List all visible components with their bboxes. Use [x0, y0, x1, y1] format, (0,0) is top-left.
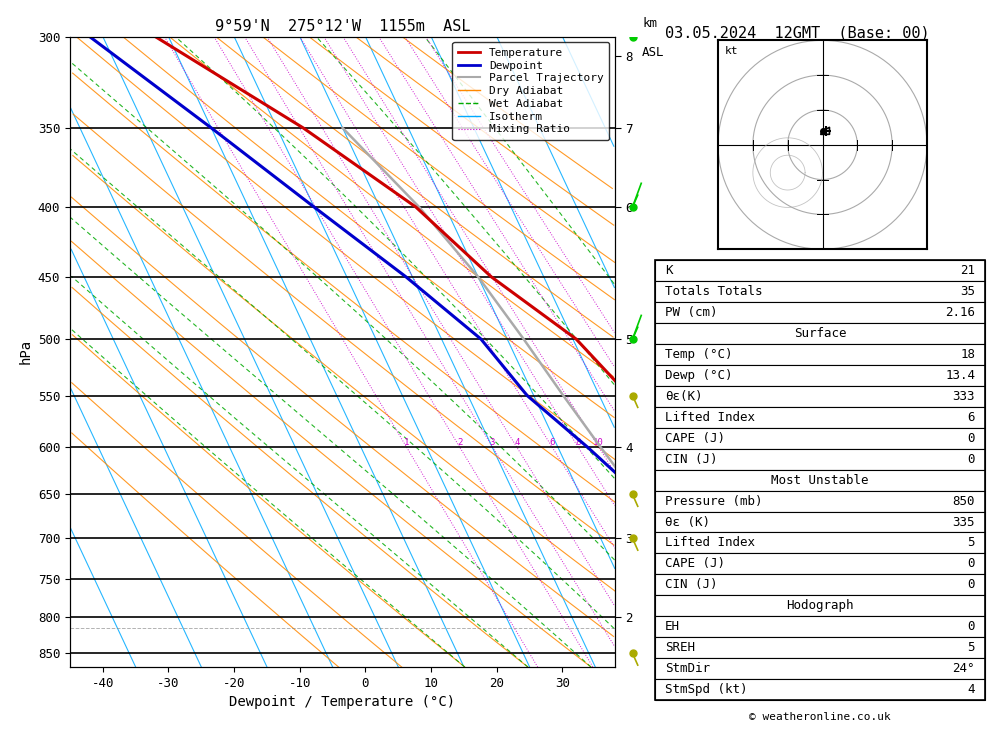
Bar: [655, 281, 985, 302]
Bar: [655, 658, 985, 679]
Text: 6: 6: [549, 438, 555, 447]
Text: km: km: [642, 18, 657, 30]
Text: © weatheronline.co.uk: © weatheronline.co.uk: [749, 712, 891, 722]
Text: Hodograph: Hodograph: [786, 600, 854, 612]
Text: 0: 0: [968, 557, 975, 570]
Text: 4: 4: [514, 438, 519, 447]
Text: 2.16: 2.16: [945, 306, 975, 319]
Text: 0: 0: [968, 578, 975, 592]
Text: StmDir: StmDir: [665, 662, 710, 675]
Text: Surface: Surface: [794, 327, 846, 340]
Text: 4: 4: [968, 683, 975, 696]
Text: ASL: ASL: [642, 46, 665, 59]
Text: CIN (J): CIN (J): [665, 578, 717, 592]
Text: θε(K): θε(K): [665, 390, 702, 403]
Text: LCL: LCL: [659, 623, 679, 633]
Bar: [655, 532, 985, 553]
Text: 0: 0: [968, 432, 975, 445]
Text: 6: 6: [968, 410, 975, 424]
Text: θε (K): θε (K): [665, 515, 710, 528]
Bar: [655, 575, 985, 595]
Text: 5: 5: [968, 641, 975, 654]
Text: StmSpd (kt): StmSpd (kt): [665, 683, 747, 696]
Text: EH: EH: [665, 620, 680, 633]
Text: kt: kt: [725, 46, 739, 56]
Bar: [655, 428, 985, 449]
Text: PW (cm): PW (cm): [665, 306, 717, 319]
Bar: [655, 323, 985, 344]
Bar: [655, 490, 985, 512]
Bar: [655, 344, 985, 365]
Legend: Temperature, Dewpoint, Parcel Trajectory, Dry Adiabat, Wet Adiabat, Isotherm, Mi: Temperature, Dewpoint, Parcel Trajectory…: [452, 43, 609, 140]
Text: 850: 850: [953, 495, 975, 507]
Text: 333: 333: [953, 390, 975, 403]
Bar: [655, 302, 985, 323]
X-axis label: Dewpoint / Temperature (°C): Dewpoint / Temperature (°C): [229, 696, 456, 710]
Bar: [655, 260, 985, 281]
Bar: [655, 595, 985, 616]
Text: Totals Totals: Totals Totals: [665, 285, 762, 298]
Bar: [655, 553, 985, 575]
Text: 3: 3: [490, 438, 495, 447]
Text: 2: 2: [457, 438, 462, 447]
Text: Temp (°C): Temp (°C): [665, 348, 732, 361]
Text: Most Unstable: Most Unstable: [771, 474, 869, 487]
Bar: [655, 637, 985, 658]
Text: 21: 21: [960, 264, 975, 277]
Text: SREH: SREH: [665, 641, 695, 654]
Text: Pressure (mb): Pressure (mb): [665, 495, 762, 507]
Bar: [655, 679, 985, 700]
Bar: [655, 386, 985, 407]
Bar: [655, 407, 985, 428]
Text: 0: 0: [968, 620, 975, 633]
Bar: [655, 365, 985, 386]
Y-axis label: hPa: hPa: [18, 339, 32, 364]
Text: K: K: [665, 264, 672, 277]
Text: 0: 0: [968, 453, 975, 465]
Text: Dewp (°C): Dewp (°C): [665, 369, 732, 382]
Text: CAPE (J): CAPE (J): [665, 432, 725, 445]
Text: 35: 35: [960, 285, 975, 298]
Text: 13.4: 13.4: [945, 369, 975, 382]
Text: CIN (J): CIN (J): [665, 453, 717, 465]
Title: 9°59'N  275°12'W  1155m  ASL: 9°59'N 275°12'W 1155m ASL: [215, 19, 470, 34]
Text: 8: 8: [575, 438, 581, 447]
Bar: [655, 616, 985, 637]
Bar: [655, 449, 985, 470]
Text: 03.05.2024  12GMT  (Base: 00): 03.05.2024 12GMT (Base: 00): [665, 26, 930, 40]
Text: 24°: 24°: [953, 662, 975, 675]
Text: CAPE (J): CAPE (J): [665, 557, 725, 570]
Text: 1: 1: [404, 438, 409, 447]
Bar: [655, 470, 985, 490]
Text: Lifted Index: Lifted Index: [665, 537, 755, 550]
Text: 335: 335: [953, 515, 975, 528]
Text: 18: 18: [960, 348, 975, 361]
Text: 5: 5: [968, 537, 975, 550]
Bar: [655, 512, 985, 532]
Text: Lifted Index: Lifted Index: [665, 410, 755, 424]
Text: 10: 10: [593, 438, 604, 447]
